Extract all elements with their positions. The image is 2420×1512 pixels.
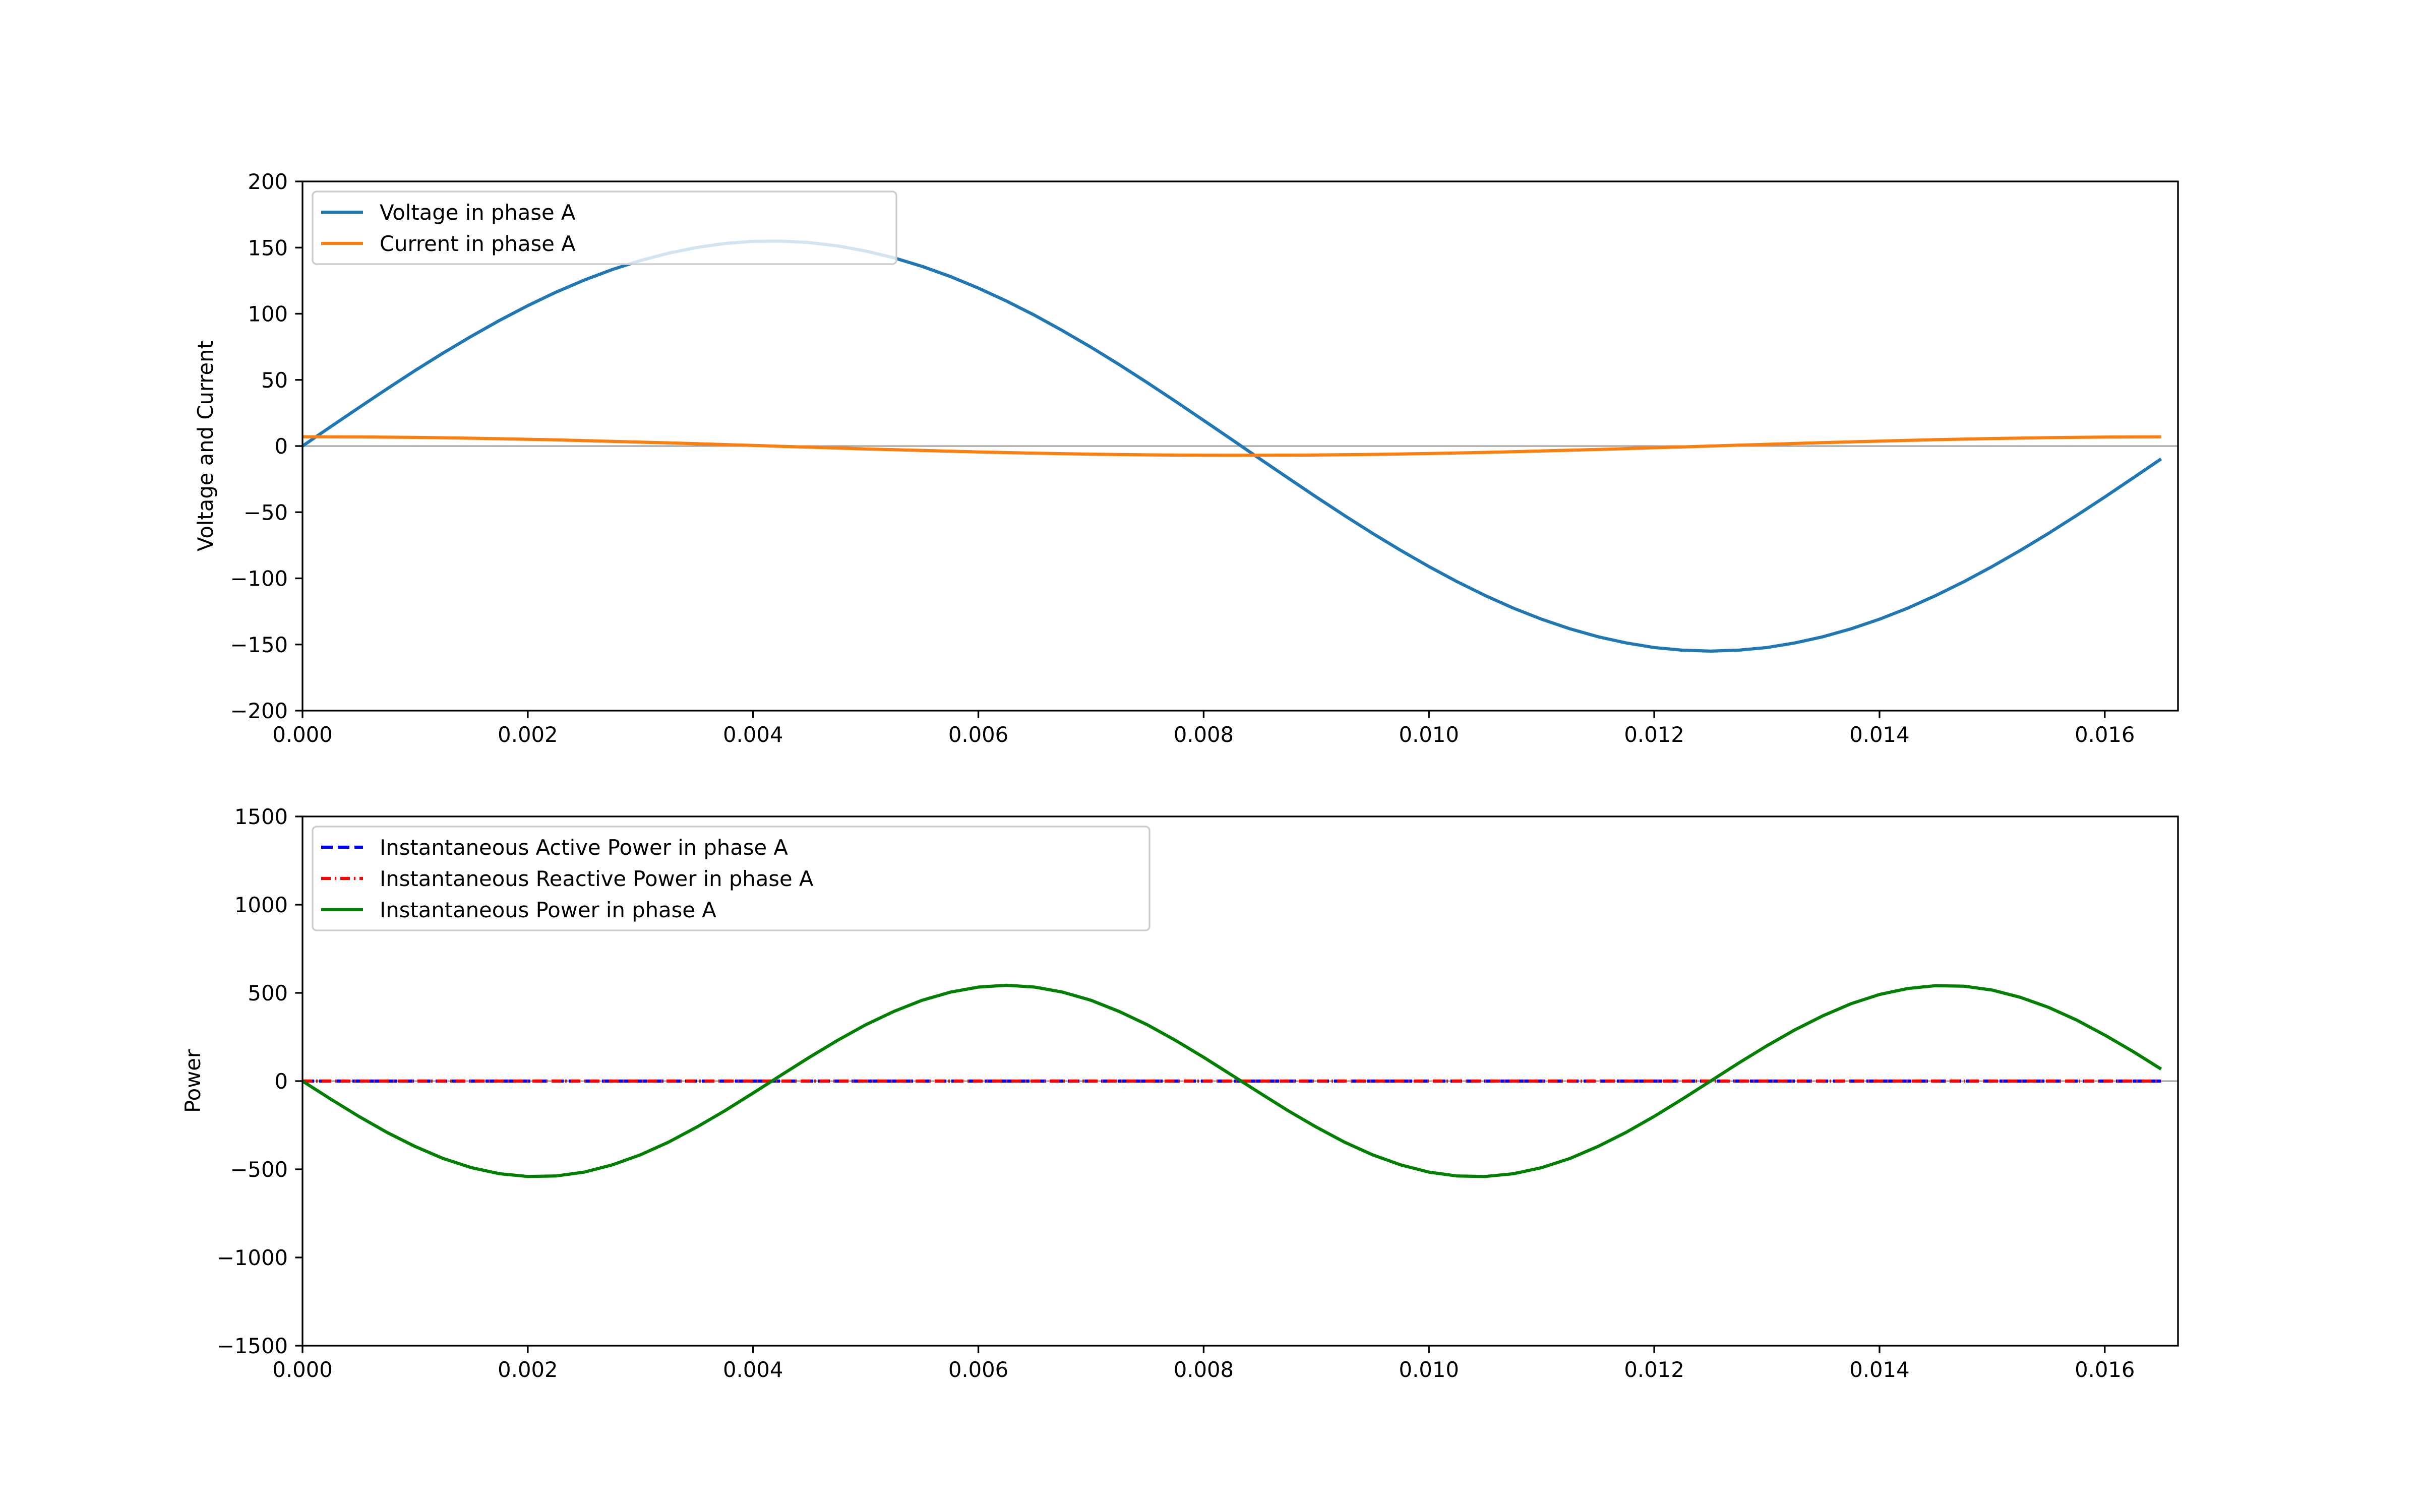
- x-tick-label: 0.008: [1174, 1357, 1234, 1382]
- x-tick-label: 0.002: [498, 1357, 558, 1382]
- y-axis-label: Power: [180, 1049, 205, 1113]
- x-tick-label: 0.016: [2075, 722, 2135, 747]
- y-tick-label: −50: [244, 500, 288, 525]
- x-tick-label: 0.012: [1624, 1357, 1684, 1382]
- x-tick-label: 0.000: [272, 1357, 332, 1382]
- y-tick-label: −500: [230, 1157, 288, 1182]
- x-tick-label: 0.000: [272, 722, 332, 747]
- x-tick-label: 0.006: [948, 1357, 1008, 1382]
- series-line-instantaneous-power-in-phase-a: [302, 983, 2162, 1178]
- x-tick-label: 0.006: [948, 722, 1008, 747]
- legend-box: [312, 191, 897, 265]
- y-tick-label: −1500: [217, 1334, 288, 1358]
- voltage-current-axes: 0.000 0.002 0.004 0.006 0.008 0.010 0.012 0.014…: [193, 169, 2179, 747]
- y-tick-label: 200: [248, 169, 288, 194]
- legend-label: Current in phase A: [380, 231, 576, 256]
- x-tick-label: 0.010: [1399, 1357, 1459, 1382]
- y-tick-label: −150: [230, 633, 288, 657]
- power-axes: 0.000 0.002 0.004 0.006 0.008 0.010 0.012 0.014…: [180, 804, 2179, 1382]
- x-tick-label: 0.014: [1849, 722, 1909, 747]
- legend-label: Instantaneous Reactive Power in phase A: [380, 866, 814, 891]
- y-tick-label: 0: [274, 1069, 288, 1094]
- y-tick-label: −1000: [217, 1245, 288, 1270]
- series-line-voltage-in-phase-a: [302, 239, 2162, 653]
- x-tick-label: 0.008: [1174, 722, 1234, 747]
- y-axis-label: Voltage and Current: [193, 341, 218, 551]
- x-tick-label: 0.014: [1849, 1357, 1909, 1382]
- y-tick-label: 100: [248, 302, 288, 327]
- x-tick-label: 0.010: [1399, 722, 1459, 747]
- legend-label: Instantaneous Active Power in phase A: [380, 835, 788, 860]
- y-tick-label: −200: [230, 699, 288, 723]
- y-tick-label: 150: [248, 235, 288, 260]
- y-tick-label: 50: [261, 368, 288, 393]
- legend-label: Instantaneous Power in phase A: [380, 898, 716, 922]
- x-tick-label: 0.016: [2075, 1357, 2135, 1382]
- x-tick-label: 0.002: [498, 722, 558, 747]
- legend-box: [312, 826, 1151, 931]
- legend-label: Voltage in phase A: [380, 200, 576, 225]
- y-tick-label: 1000: [234, 893, 288, 917]
- y-tick-label: 0: [274, 434, 288, 459]
- y-tick-label: 500: [248, 981, 288, 1005]
- y-tick-label: 1500: [234, 804, 288, 829]
- x-tick-label: 0.004: [723, 1357, 783, 1382]
- series-line-current-in-phase-a: [302, 435, 2161, 457]
- legend: Voltage in phase A Current in phase A: [312, 191, 897, 265]
- y-tick-label: −100: [230, 566, 288, 591]
- legend: Instantaneous Active Power in phase A Ins…: [312, 826, 1151, 931]
- x-tick-label: 0.012: [1624, 722, 1684, 747]
- x-tick-label: 0.004: [723, 722, 783, 747]
